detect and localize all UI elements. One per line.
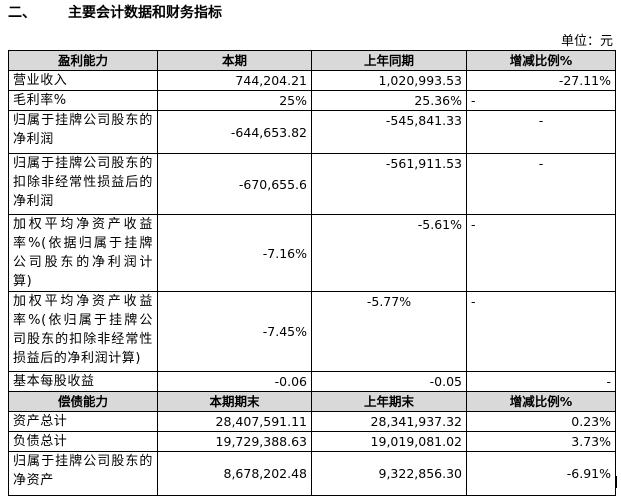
value-cell: 9,322,856.30 (311, 451, 467, 496)
financial-table: 盈利能力 本期 上年同期 增减比例% 营业收入 744,204.21 1,020,993.5… (8, 50, 616, 496)
data-row: 营业收入 744,204.21 1,020,993.53 -27.11% (8, 70, 616, 91)
value-cell: -5.61% (311, 214, 467, 292)
header-cell: 增减比例% (466, 50, 616, 71)
value-cell: -6.91% (466, 451, 616, 496)
value-cell: -561,911.53 (311, 153, 467, 215)
value-cell: 3.73% (466, 431, 616, 452)
value-cell: 19,019,081.02 (311, 431, 467, 452)
value-cell: -545,841.33 (311, 110, 467, 154)
value-cell: 0.23% (466, 411, 616, 432)
value-cell: 19,729,388.63 (157, 431, 312, 452)
table-body: 盈利能力 本期 上年同期 增减比例% 营业收入 744,204.21 1,020,993.5… (8, 50, 616, 496)
value-cell: - (466, 110, 616, 154)
data-row: 归属于挂牌公司股东的净利润 -644,653.82 -545,841.33- (8, 110, 616, 154)
value-cell: -5.77% (311, 291, 467, 372)
value-cell: 1,020,993.53 (311, 70, 467, 91)
data-row: 归属于挂牌公司股东的净资产 8,678,202.48 9,322,856.30 -6.… (8, 451, 616, 496)
row-label: 归属于挂牌公司股东的净资产 (8, 451, 158, 496)
data-row: 加权平均净资产收益率%(依归属于挂牌公司股东的扣除非经常性损益后的净利润计算) -… (8, 291, 616, 372)
row-label: 归属于挂牌公司股东的净利润 (8, 110, 158, 154)
header-cell: 上年期末 (311, 391, 467, 412)
row-label: 资产总计 (8, 411, 158, 432)
table-continuation (8, 476, 617, 488)
value-cell: 28,407,591.11 (157, 411, 312, 432)
header-cell: 偿债能力 (8, 391, 158, 412)
row-label: 毛利率% (8, 90, 158, 111)
row-label: 加权平均净资产收益率%(依据归属于挂牌公司股东的净利润计算) (8, 214, 158, 292)
value-cell: 25.36% (311, 90, 467, 111)
header-cell: 本期期末 (157, 391, 312, 412)
header-cell: 增减比例% (466, 391, 616, 412)
value-cell: -7.45% (157, 291, 312, 372)
value-cell: 25% (157, 90, 312, 111)
value-cell: 744,204.21 (157, 70, 312, 91)
value-cell: - (466, 153, 616, 215)
value-cell: -27.11% (466, 70, 616, 91)
heading-title: 主要会计数据和财务指标 (68, 5, 222, 21)
value-cell: - (466, 371, 616, 392)
value-cell: - (466, 291, 616, 372)
value-cell: - (466, 214, 616, 292)
header-row: 偿债能力 本期期末 上年期末 增减比例% (8, 391, 616, 412)
header-cell: 盈利能力 (8, 50, 158, 71)
data-row: 加权平均净资产收益率%(依据归属于挂牌公司股东的净利润计算) -7.16% -5.6… (8, 214, 616, 292)
data-row: 毛利率% 25% 25.36% - (8, 90, 616, 111)
row-label: 基本每股收益 (8, 371, 158, 392)
data-row: 负债总计 19,729,388.63 19,019,081.02 3.73% (8, 431, 616, 452)
value-cell: 28,341,937.32 (311, 411, 467, 432)
data-row: 基本每股收益 -0.06 -0.05- (8, 371, 616, 392)
value-cell: -670,655.6 (157, 153, 312, 215)
value-cell: - (466, 90, 616, 111)
row-label: 负债总计 (8, 431, 158, 452)
row-label: 营业收入 (8, 70, 158, 91)
row-label: 加权平均净资产收益率%(依归属于挂牌公司股东的扣除非经常性损益后的净利润计算) (8, 291, 158, 372)
data-row: 资产总计 28,407,591.11 28,341,937.32 0.23% (8, 411, 616, 432)
value-cell: 8,678,202.48 (157, 451, 312, 496)
header-cell: 本期 (157, 50, 312, 71)
value-cell: -0.05 (311, 371, 467, 392)
data-row: 归属于挂牌公司股东的扣除非经常性损益后的净利润 -670,655.6 -561,91… (8, 153, 616, 215)
header-cell: 上年同期 (311, 50, 467, 71)
unit: 单位：元 (560, 33, 613, 48)
row-label: 归属于挂牌公司股东的扣除非经常性损益后的净利润 (8, 153, 158, 215)
heading-number: 二、 (8, 5, 36, 21)
heading: 二、 主要会计数据和财务指标 (8, 2, 222, 22)
value-cell: -0.06 (157, 371, 312, 392)
value-cell: -644,653.82 (157, 110, 312, 154)
value-cell: -7.16% (157, 214, 312, 292)
header-row: 盈利能力 本期 上年同期 增减比例% (8, 50, 616, 71)
